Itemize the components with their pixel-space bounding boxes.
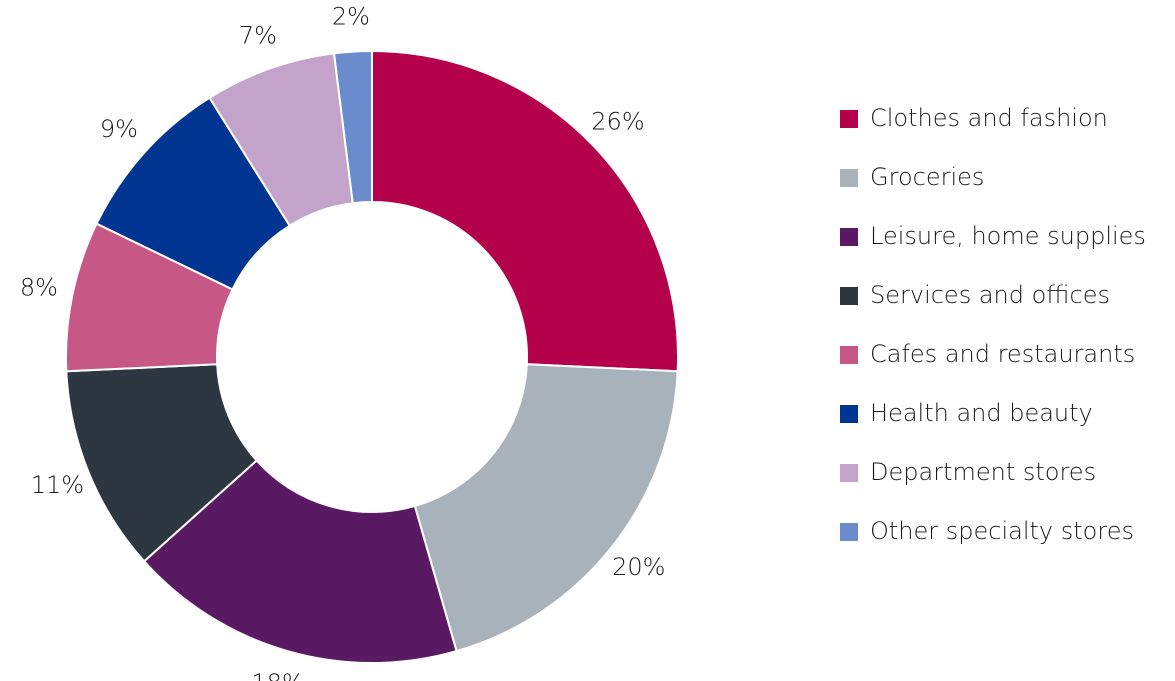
- legend-swatch: [840, 405, 858, 423]
- legend-label: Services and offices: [870, 281, 1110, 309]
- legend-label: Other specialty stores: [870, 517, 1134, 545]
- legend-swatch: [840, 346, 858, 364]
- slice: [371, 49, 679, 373]
- legend-swatch: [840, 110, 858, 128]
- legend-label: Groceries: [870, 163, 984, 191]
- legend-label: Clothes and fashion: [870, 104, 1108, 132]
- slice: [332, 49, 373, 205]
- legend-swatch: [840, 523, 858, 541]
- data-label: 18%: [251, 669, 304, 681]
- data-label: 11%: [31, 471, 84, 499]
- data-label: 7%: [239, 22, 277, 50]
- slice: [413, 363, 679, 653]
- data-label: 20%: [612, 553, 665, 581]
- legend-label: Department stores: [870, 458, 1096, 486]
- legend-label: Health and beauty: [870, 399, 1093, 427]
- legend-label: Cafes and restaurants: [870, 340, 1135, 368]
- legend-label: Leisure, home supplies: [870, 222, 1146, 250]
- data-label: 9%: [100, 115, 138, 143]
- legend-swatch: [840, 464, 858, 482]
- data-label: 26%: [591, 107, 644, 135]
- legend-swatch: [840, 287, 858, 305]
- data-label: 2%: [332, 3, 370, 31]
- legend-swatch: [840, 169, 858, 187]
- legend-swatch: [840, 228, 858, 246]
- slice: [142, 459, 458, 664]
- data-label: 8%: [20, 274, 58, 302]
